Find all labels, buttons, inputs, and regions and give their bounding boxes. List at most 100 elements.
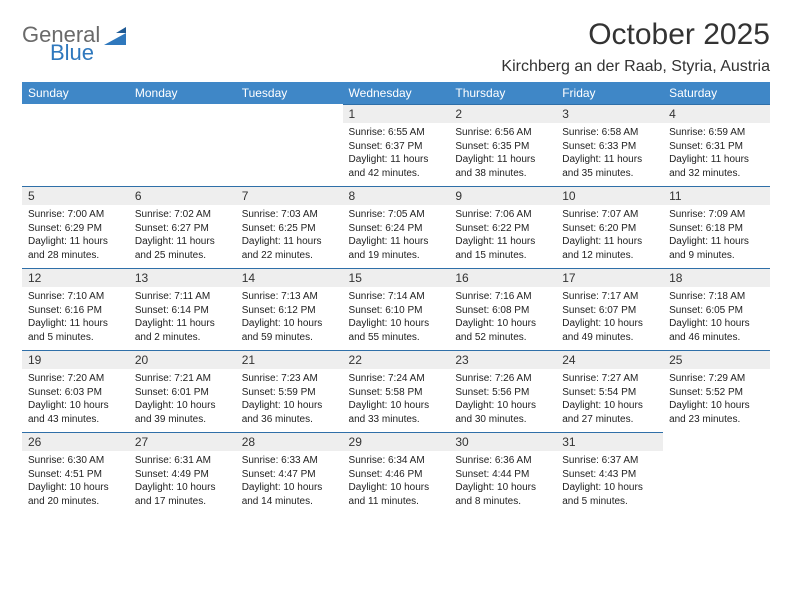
sunset-text: Sunset: 6:35 PM xyxy=(455,140,550,154)
day-number-cell: 7 xyxy=(236,187,343,206)
daylight2-text: and 12 minutes. xyxy=(562,249,657,263)
day-detail-cell: Sunrise: 7:06 AMSunset: 6:22 PMDaylight:… xyxy=(449,205,556,269)
sunrise-text: Sunrise: 7:29 AM xyxy=(669,372,764,386)
sunrise-text: Sunrise: 6:31 AM xyxy=(135,454,230,468)
day-detail-cell: Sunrise: 6:31 AMSunset: 4:49 PMDaylight:… xyxy=(129,451,236,514)
sunset-text: Sunset: 4:47 PM xyxy=(242,468,337,482)
day-number-cell: 9 xyxy=(449,187,556,206)
weekday-header: Tuesday xyxy=(236,82,343,105)
day-number-cell: 26 xyxy=(22,433,129,452)
daylight1-text: Daylight: 10 hours xyxy=(669,317,764,331)
sunrise-text: Sunrise: 7:18 AM xyxy=(669,290,764,304)
logo-mark-icon xyxy=(104,27,130,47)
day-number-cell xyxy=(22,105,129,124)
daylight2-text: and 49 minutes. xyxy=(562,331,657,345)
day-number-cell: 6 xyxy=(129,187,236,206)
day-number-cell: 3 xyxy=(556,105,663,124)
daylight1-text: Daylight: 10 hours xyxy=(669,399,764,413)
day-number-cell: 8 xyxy=(343,187,450,206)
day-number-cell: 27 xyxy=(129,433,236,452)
day-number-cell: 16 xyxy=(449,269,556,288)
day-detail-cell: Sunrise: 7:11 AMSunset: 6:14 PMDaylight:… xyxy=(129,287,236,351)
day-number-cell: 21 xyxy=(236,351,343,370)
sunrise-text: Sunrise: 6:56 AM xyxy=(455,126,550,140)
day-detail-cell: Sunrise: 7:00 AMSunset: 6:29 PMDaylight:… xyxy=(22,205,129,269)
day-detail-cell: Sunrise: 7:05 AMSunset: 6:24 PMDaylight:… xyxy=(343,205,450,269)
sunset-text: Sunset: 6:08 PM xyxy=(455,304,550,318)
sunrise-text: Sunrise: 6:33 AM xyxy=(242,454,337,468)
daylight1-text: Daylight: 10 hours xyxy=(242,399,337,413)
sunrise-text: Sunrise: 7:10 AM xyxy=(28,290,123,304)
day-detail-cell: Sunrise: 7:02 AMSunset: 6:27 PMDaylight:… xyxy=(129,205,236,269)
sunrise-text: Sunrise: 7:00 AM xyxy=(28,208,123,222)
day-detail-row: Sunrise: 6:55 AMSunset: 6:37 PMDaylight:… xyxy=(22,123,770,187)
day-number-cell: 29 xyxy=(343,433,450,452)
sunrise-text: Sunrise: 7:17 AM xyxy=(562,290,657,304)
sunrise-text: Sunrise: 7:27 AM xyxy=(562,372,657,386)
day-detail-cell: Sunrise: 6:33 AMSunset: 4:47 PMDaylight:… xyxy=(236,451,343,514)
day-number-cell: 25 xyxy=(663,351,770,370)
day-detail-cell: Sunrise: 7:18 AMSunset: 6:05 PMDaylight:… xyxy=(663,287,770,351)
daylight1-text: Daylight: 10 hours xyxy=(349,399,444,413)
daylight2-text: and 5 minutes. xyxy=(28,331,123,345)
sunrise-text: Sunrise: 7:06 AM xyxy=(455,208,550,222)
daylight1-text: Daylight: 10 hours xyxy=(455,481,550,495)
day-number-cell: 1 xyxy=(343,105,450,124)
daylight1-text: Daylight: 10 hours xyxy=(242,317,337,331)
sunrise-text: Sunrise: 7:03 AM xyxy=(242,208,337,222)
daylight2-text: and 20 minutes. xyxy=(28,495,123,509)
daylight2-text: and 36 minutes. xyxy=(242,413,337,427)
sunset-text: Sunset: 4:43 PM xyxy=(562,468,657,482)
day-detail-cell: Sunrise: 6:30 AMSunset: 4:51 PMDaylight:… xyxy=(22,451,129,514)
page-title: October 2025 xyxy=(501,18,770,52)
location-text: Kirchberg an der Raab, Styria, Austria xyxy=(501,58,770,76)
daylight2-text: and 9 minutes. xyxy=(669,249,764,263)
daylight2-text: and 55 minutes. xyxy=(349,331,444,345)
daylight1-text: Daylight: 11 hours xyxy=(135,235,230,249)
header: General Blue October 2025 Kirchberg an d… xyxy=(22,18,770,80)
daylight1-text: Daylight: 10 hours xyxy=(28,399,123,413)
day-number-cell: 5 xyxy=(22,187,129,206)
day-detail-cell: Sunrise: 6:34 AMSunset: 4:46 PMDaylight:… xyxy=(343,451,450,514)
sunset-text: Sunset: 6:05 PM xyxy=(669,304,764,318)
day-detail-cell xyxy=(663,451,770,514)
daylight2-text: and 19 minutes. xyxy=(349,249,444,263)
sunset-text: Sunset: 4:44 PM xyxy=(455,468,550,482)
daylight1-text: Daylight: 10 hours xyxy=(562,317,657,331)
day-detail-cell: Sunrise: 7:13 AMSunset: 6:12 PMDaylight:… xyxy=(236,287,343,351)
daylight1-text: Daylight: 10 hours xyxy=(349,481,444,495)
daylight1-text: Daylight: 11 hours xyxy=(669,235,764,249)
daylight2-text: and 11 minutes. xyxy=(349,495,444,509)
day-number-cell: 30 xyxy=(449,433,556,452)
sunset-text: Sunset: 6:22 PM xyxy=(455,222,550,236)
day-number-cell: 23 xyxy=(449,351,556,370)
day-number-cell: 28 xyxy=(236,433,343,452)
day-detail-cell: Sunrise: 6:59 AMSunset: 6:31 PMDaylight:… xyxy=(663,123,770,187)
day-number-cell: 10 xyxy=(556,187,663,206)
day-detail-cell xyxy=(129,123,236,187)
daylight2-text: and 35 minutes. xyxy=(562,167,657,181)
day-detail-cell xyxy=(236,123,343,187)
weekday-header: Friday xyxy=(556,82,663,105)
sunset-text: Sunset: 6:29 PM xyxy=(28,222,123,236)
sunrise-text: Sunrise: 7:23 AM xyxy=(242,372,337,386)
daylight1-text: Daylight: 11 hours xyxy=(349,153,444,167)
daylight2-text: and 39 minutes. xyxy=(135,413,230,427)
daylight1-text: Daylight: 10 hours xyxy=(455,399,550,413)
sunset-text: Sunset: 6:18 PM xyxy=(669,222,764,236)
day-detail-cell: Sunrise: 7:17 AMSunset: 6:07 PMDaylight:… xyxy=(556,287,663,351)
day-detail-cell: Sunrise: 6:56 AMSunset: 6:35 PMDaylight:… xyxy=(449,123,556,187)
sunset-text: Sunset: 5:54 PM xyxy=(562,386,657,400)
day-number-row: 12131415161718 xyxy=(22,269,770,288)
day-detail-cell: Sunrise: 7:21 AMSunset: 6:01 PMDaylight:… xyxy=(129,369,236,433)
daylight2-text: and 52 minutes. xyxy=(455,331,550,345)
daylight1-text: Daylight: 10 hours xyxy=(28,481,123,495)
sunrise-text: Sunrise: 7:13 AM xyxy=(242,290,337,304)
sunset-text: Sunset: 5:52 PM xyxy=(669,386,764,400)
day-number-cell: 17 xyxy=(556,269,663,288)
weekday-header: Saturday xyxy=(663,82,770,105)
daylight2-text: and 59 minutes. xyxy=(242,331,337,345)
sunrise-text: Sunrise: 6:36 AM xyxy=(455,454,550,468)
daylight2-text: and 28 minutes. xyxy=(28,249,123,263)
daylight2-text: and 17 minutes. xyxy=(135,495,230,509)
